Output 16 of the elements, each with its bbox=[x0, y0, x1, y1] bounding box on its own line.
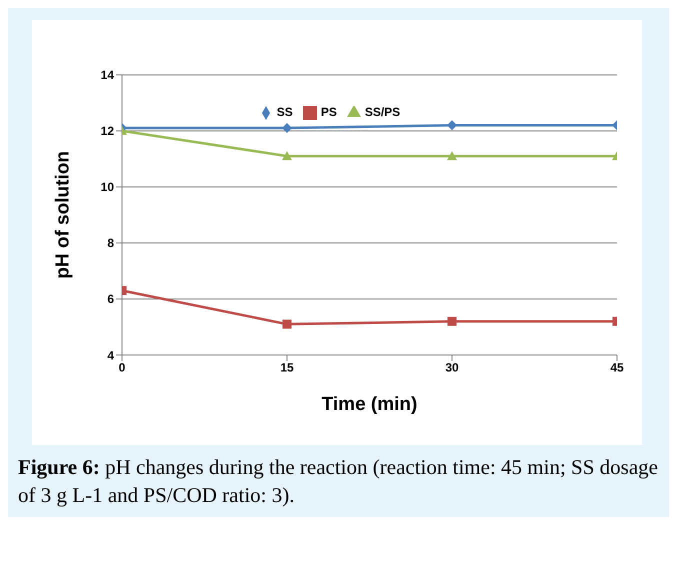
x-tick-label: 45 bbox=[610, 360, 624, 375]
legend-label: SS bbox=[276, 105, 293, 119]
legend-label: PS bbox=[320, 105, 337, 119]
y-tick-label: 8 bbox=[107, 236, 114, 250]
y-tick-label: 14 bbox=[100, 68, 114, 82]
x-axis-title: Time (min) bbox=[322, 394, 418, 415]
caption: Figure 6: pH changes during the reaction (reaction time: 45 min; SS dosage of 3 g L-1 and PS/COD ratio: 3). bbox=[18, 454, 659, 509]
x-tick-label: 0 bbox=[118, 360, 126, 375]
y-tick-label: 10 bbox=[100, 180, 114, 194]
y-tick-label: 6 bbox=[107, 292, 114, 306]
x-tick-label: 30 bbox=[445, 360, 459, 375]
y-axis-title: pH of solution bbox=[52, 151, 74, 279]
y-tick-label: 12 bbox=[100, 124, 114, 138]
x-tick-label: 15 bbox=[280, 360, 294, 375]
legend-label: SS/PS bbox=[364, 105, 400, 119]
y-tick-label: 4 bbox=[107, 348, 114, 362]
